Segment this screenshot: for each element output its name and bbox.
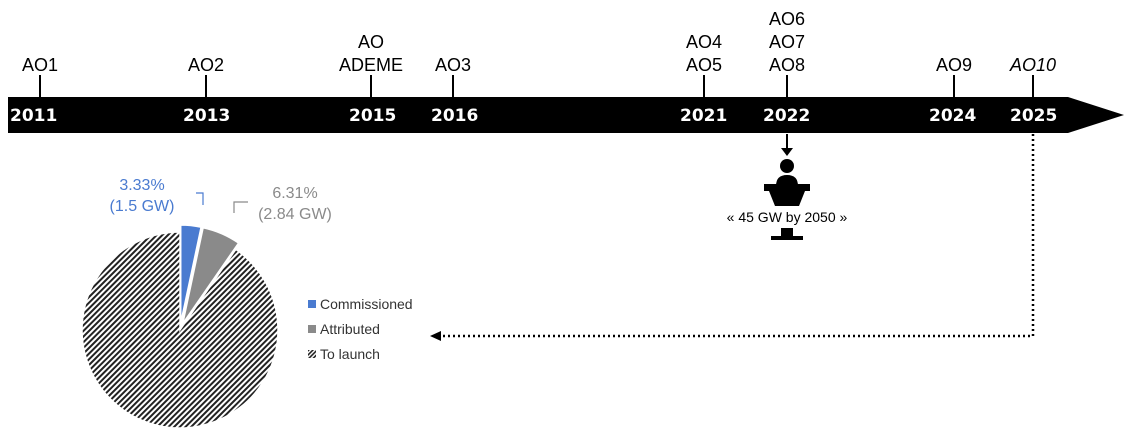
- announcement-quote: « 45 GW by 2050 »: [727, 209, 848, 225]
- pie-slice-to-launch: [81, 231, 279, 429]
- timeline-year-2011: 2011: [10, 106, 57, 126]
- commissioned-leader-line: [196, 192, 204, 205]
- timeline-event-label: AO10: [1009, 55, 1056, 75]
- attributed-leader-line: [233, 201, 248, 213]
- timeline-event-label: AO4: [686, 32, 722, 52]
- commissioned-gw: (1.5 GW): [110, 198, 175, 215]
- legend-label-attributed: Attributed: [320, 321, 380, 337]
- commissioned-percent: 3.33%: [119, 177, 164, 194]
- legend-label-commissioned: Commissioned: [320, 296, 413, 312]
- slice-label-attributed: 6.31% (2.84 GW): [233, 185, 332, 223]
- pie-legend: Commissioned Attributed To launch: [308, 296, 413, 362]
- timeline-event-label: AO7: [769, 32, 805, 52]
- timeline-year-2016: 2016: [431, 106, 478, 126]
- timeline-arrow: [8, 97, 1124, 133]
- timeline-event-label: AO: [358, 32, 384, 52]
- timeline-year-2013: 2013: [183, 106, 230, 126]
- pie-slice-attributed: [182, 226, 240, 325]
- legend-swatch-attributed: [308, 325, 316, 333]
- timeline-year-2022: 2022: [763, 106, 810, 126]
- attributed-percent: 6.31%: [272, 185, 317, 202]
- timeline-year-2021: 2021: [680, 106, 727, 126]
- timeline-event-label: AO9: [936, 55, 972, 75]
- timeline-event-label: AO6: [769, 9, 805, 29]
- connector-arrowhead-icon: [430, 331, 441, 341]
- timeline-event-label: AO2: [188, 55, 224, 75]
- pie-slice-commissioned: [179, 224, 202, 324]
- slice-label-commissioned: 3.33% (1.5 GW): [110, 177, 204, 215]
- timeline-year-2015: 2015: [349, 106, 396, 126]
- dotted-connector: [440, 134, 1035, 338]
- timeline-event-labels: AO1 AO2 AO ADEME AO3 AO4 AO5 AO6 AO7 AO8 AO9 AO10: [22, 9, 1056, 75]
- timeline-year-2025: 2025: [1010, 106, 1057, 126]
- speaker-at-podium-icon: [764, 159, 810, 240]
- timeline-event-label: AO5: [686, 55, 722, 75]
- timeline-event-label: ADEME: [339, 55, 403, 75]
- pie-chart: [81, 224, 279, 429]
- timeline-years: 2011 2013 2015 2016 2021 2022 2024 2025: [10, 106, 1057, 126]
- timeline-year-2024: 2024: [929, 106, 976, 126]
- attributed-gw: (2.84 GW): [258, 206, 332, 223]
- legend-swatch-commissioned: [308, 300, 316, 308]
- timeline-event-label: AO1: [22, 55, 58, 75]
- legend-swatch-to-launch: [308, 350, 316, 358]
- timeline-event-label: AO8: [769, 55, 805, 75]
- announcement-arrowhead-icon: [781, 148, 793, 156]
- timeline-ticks: [39, 75, 1034, 97]
- timeline-event-label: AO3: [435, 55, 471, 75]
- legend-label-to-launch: To launch: [320, 346, 380, 362]
